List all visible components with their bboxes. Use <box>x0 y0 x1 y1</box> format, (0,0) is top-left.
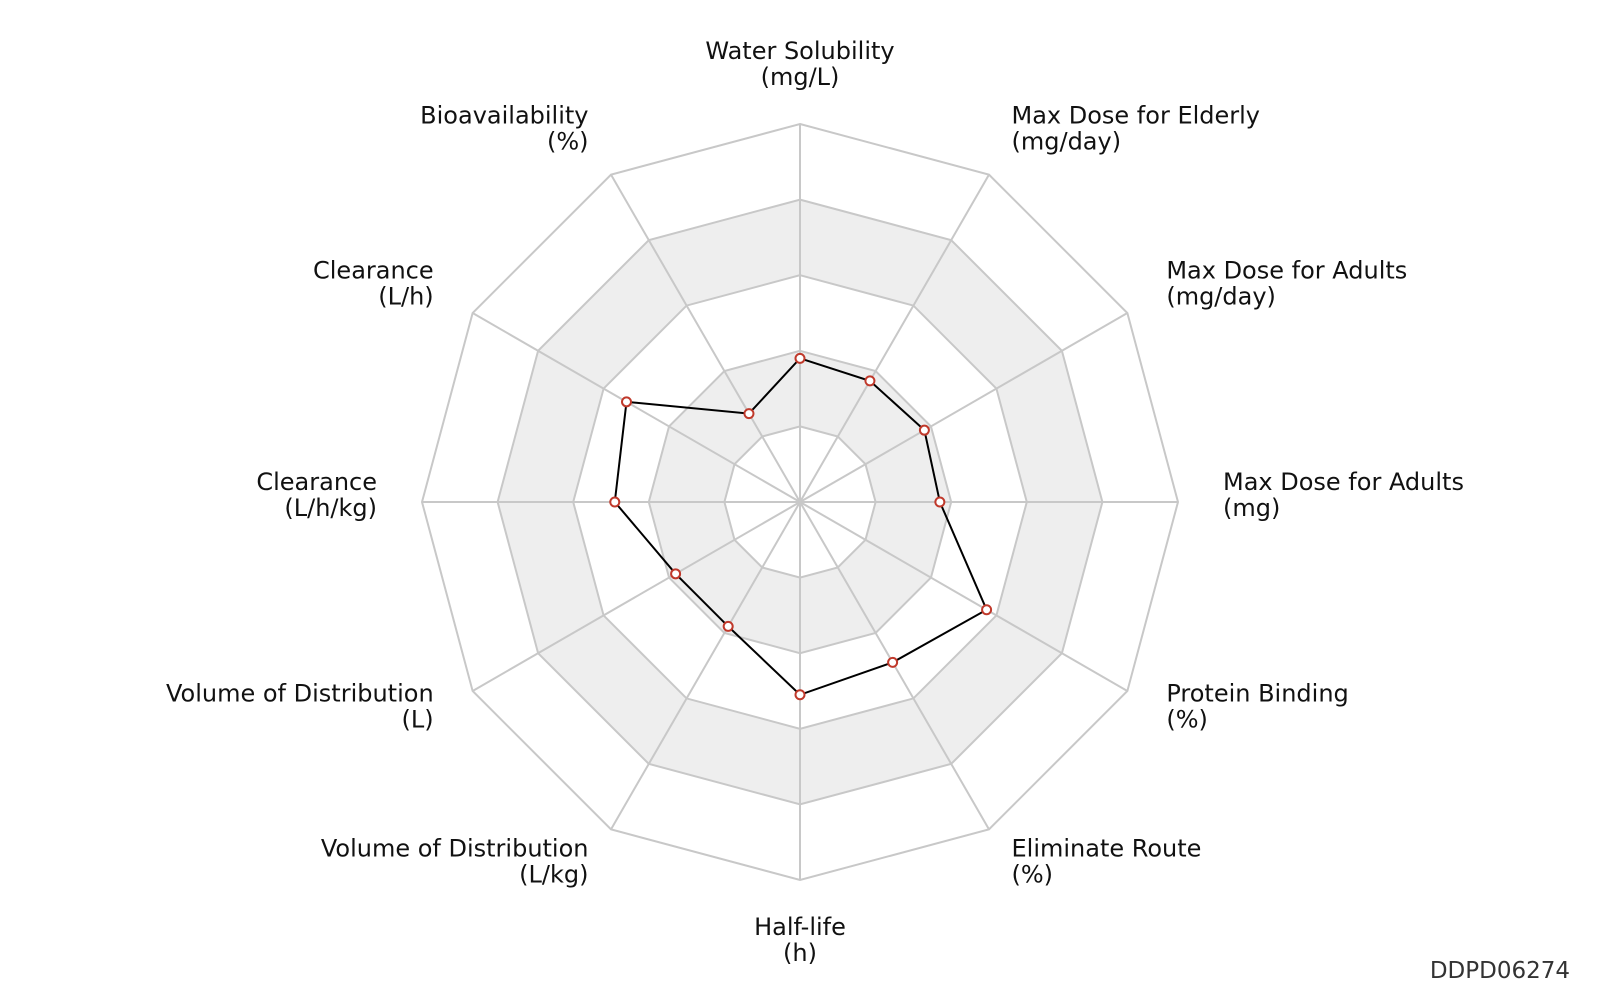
axis-spoke-11 <box>610 174 801 503</box>
axis-label-1: Max Dose for Elderly (mg/day) <box>1012 102 1261 156</box>
axis-spoke-4 <box>799 501 1128 692</box>
axis-labels: Water Solubility (mg/L) Max Dose for Elder… <box>166 37 1464 967</box>
axis-label-unit: (%) <box>1166 706 1208 734</box>
axis-label-10: Clearance (L/h) <box>313 257 434 311</box>
axis-label-unit: (L/h) <box>378 283 433 311</box>
axis-label-2: Max Dose for Adults (mg/day) <box>1166 257 1407 311</box>
axis-label-name: Clearance <box>313 257 434 285</box>
axis-label-unit: (L/h/kg) <box>284 494 377 522</box>
axis-label-unit: (mg/L) <box>761 63 840 91</box>
data-point-11 <box>743 408 755 420</box>
radar-grid <box>420 122 1180 882</box>
axis-label-name: Max Dose for Adults <box>1166 257 1407 285</box>
axis-label-unit: (%) <box>1012 860 1054 888</box>
axis-spoke-10 <box>472 312 801 503</box>
axis-label-name: Max Dose for Elderly <box>1012 102 1261 130</box>
axis-label-unit: (L/kg) <box>519 860 588 888</box>
axis-label-11: Bioavailability (%) <box>420 102 588 156</box>
data-series <box>609 352 993 701</box>
data-point-7 <box>722 620 734 632</box>
data-point-6 <box>794 689 806 701</box>
axis-spoke-1 <box>799 174 990 503</box>
axis-label-8: Volume of Distribution (L) <box>166 680 434 734</box>
axis-label-7: Volume of Distribution (L/kg) <box>321 834 589 888</box>
axis-label-0: Water Solubility (mg/L) <box>705 37 894 91</box>
axis-label-name: Water Solubility <box>705 37 894 65</box>
axis-label-name: Clearance <box>256 468 377 496</box>
data-point-2 <box>918 424 930 436</box>
axis-label-3: Max Dose for Adults (mg) <box>1223 468 1464 522</box>
axis-label-9: Clearance (L/h/kg) <box>256 468 377 522</box>
data-point-8 <box>670 568 682 580</box>
axis-label-name: Max Dose for Adults <box>1223 468 1464 496</box>
axis-label-6: Half-life (h) <box>754 913 846 967</box>
axis-label-name: Eliminate Route <box>1012 834 1202 862</box>
data-point-0 <box>794 352 806 364</box>
axis-label-name: Protein Binding <box>1166 680 1348 708</box>
axis-label-unit: (%) <box>547 128 589 156</box>
data-point-3 <box>934 496 946 508</box>
data-point-5 <box>887 656 899 668</box>
axis-label-unit: (mg/day) <box>1012 128 1122 156</box>
axis-label-name: Volume of Distribution <box>166 680 434 708</box>
axis-label-unit: (L) <box>402 706 434 734</box>
axis-label-unit: (mg/day) <box>1166 283 1276 311</box>
axis-spoke-8 <box>472 501 801 692</box>
axis-label-unit: (h) <box>783 939 817 967</box>
axis-label-name: Half-life <box>754 913 846 941</box>
axis-label-name: Bioavailability <box>420 102 588 130</box>
axis-label-unit: (mg) <box>1223 494 1280 522</box>
data-point-9 <box>609 496 621 508</box>
axis-label-4: Protein Binding (%) <box>1166 680 1348 734</box>
axis-label-name: Volume of Distribution <box>321 834 589 862</box>
axis-label-5: Eliminate Route (%) <box>1012 834 1202 888</box>
data-point-1 <box>864 375 876 387</box>
axis-spoke-7 <box>610 501 801 830</box>
axis-spoke-2 <box>799 312 1128 503</box>
compound-id-label: DDPD06274 <box>1429 958 1570 984</box>
data-point-4 <box>981 604 993 616</box>
data-point-10 <box>621 396 633 408</box>
